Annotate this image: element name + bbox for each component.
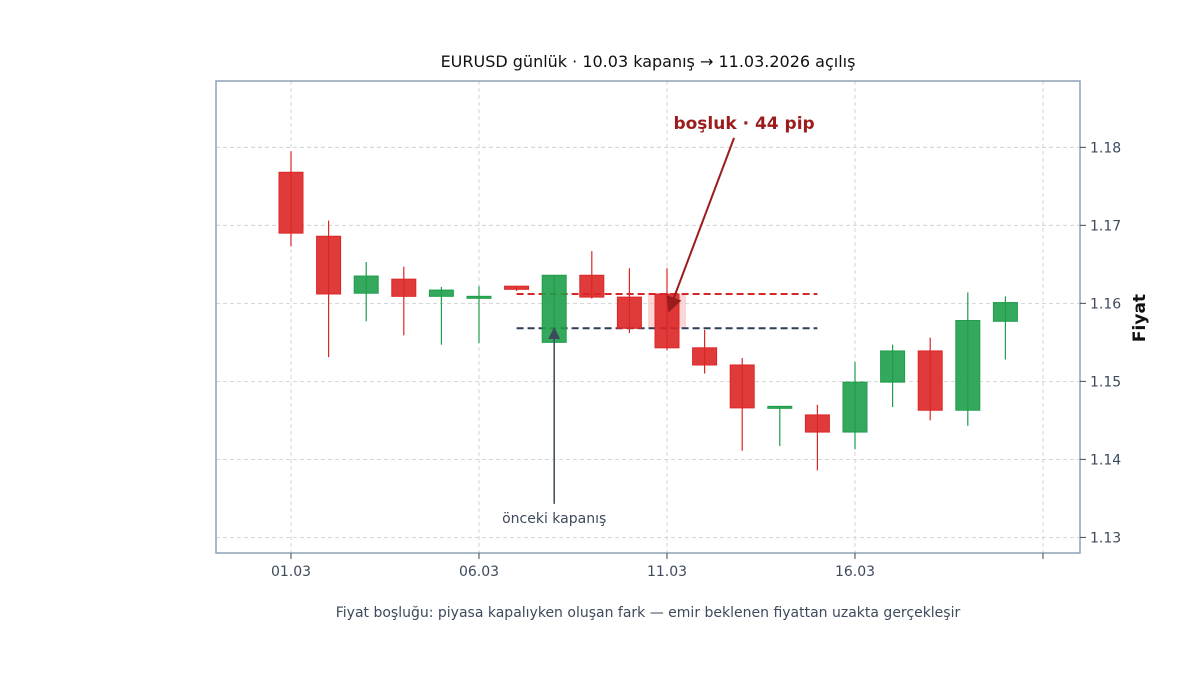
candle-body — [729, 364, 755, 409]
candle-body — [842, 381, 868, 433]
candle-up — [880, 344, 906, 408]
candle-down — [729, 357, 755, 451]
x-tick-label: 16.03 — [835, 564, 875, 580]
candle-down — [692, 329, 718, 374]
candle-down — [504, 285, 530, 291]
candle-body — [278, 171, 304, 234]
y-tick-label: 1.17 — [1090, 218, 1121, 234]
y-tick-label: 1.16 — [1090, 296, 1121, 312]
candle-down — [804, 404, 830, 471]
candle-body — [353, 275, 379, 294]
plot-frame — [215, 80, 1081, 554]
candle-up — [466, 286, 492, 344]
candle-body — [992, 302, 1018, 322]
candle-body — [316, 235, 342, 295]
candle-body — [654, 293, 680, 349]
candle-up — [428, 286, 454, 345]
y-tick-label: 1.13 — [1090, 530, 1121, 546]
annotation-arrow — [666, 137, 736, 313]
candle-up — [992, 296, 1018, 360]
candle-down — [391, 266, 417, 336]
y-axis: 1.13 1.14 1.15 1.16 1.17 1.18 — [1080, 140, 1121, 546]
y-tick-label: 1.14 — [1090, 452, 1121, 468]
y-tick-label: 1.15 — [1090, 374, 1121, 390]
candle-body — [692, 347, 718, 366]
candle-down — [278, 151, 304, 247]
annotation-label: boşluk · 44 pip — [673, 114, 814, 134]
y-axis-label: Fiyat — [1130, 294, 1150, 342]
candle-body — [579, 274, 605, 298]
candle-down — [654, 268, 680, 351]
candle-down — [579, 251, 605, 299]
candle-body — [767, 405, 793, 409]
candle-up — [353, 261, 379, 322]
reference-lines — [516, 292, 818, 330]
candle-down — [917, 337, 943, 421]
y-tick-label: 1.18 — [1090, 140, 1121, 156]
annotation-label: önceki kapanış — [502, 511, 606, 527]
candle-body — [917, 350, 943, 411]
candle-body — [804, 414, 830, 433]
annotations: boşluk · 44 pip önceki kapanış — [502, 114, 815, 527]
candles — [278, 151, 1018, 471]
candle-up — [767, 405, 793, 447]
chart-title: EURUSD günlük · 10.03 kapanış → 11.03.20… — [441, 52, 856, 71]
candle-down — [616, 268, 642, 333]
x-axis: 01.03 06.03 11.03 16.03 — [271, 553, 1044, 580]
candle-body — [391, 278, 417, 297]
candle-body — [466, 295, 492, 299]
candle-down — [316, 220, 342, 358]
chart-caption: Fiyat boşluğu: piyasa kapalıyken oluşan … — [336, 605, 961, 621]
x-tick-label: 11.03 — [647, 564, 687, 580]
candle-up — [842, 361, 868, 450]
candle-body — [428, 289, 454, 297]
candle-body — [880, 350, 906, 383]
candle-body — [616, 296, 642, 329]
x-tick-label: 06.03 — [459, 564, 499, 580]
x-tick-label: 01.03 — [271, 564, 311, 580]
candle-up — [955, 292, 981, 426]
candle-body — [955, 320, 981, 411]
candle-body — [504, 285, 530, 290]
